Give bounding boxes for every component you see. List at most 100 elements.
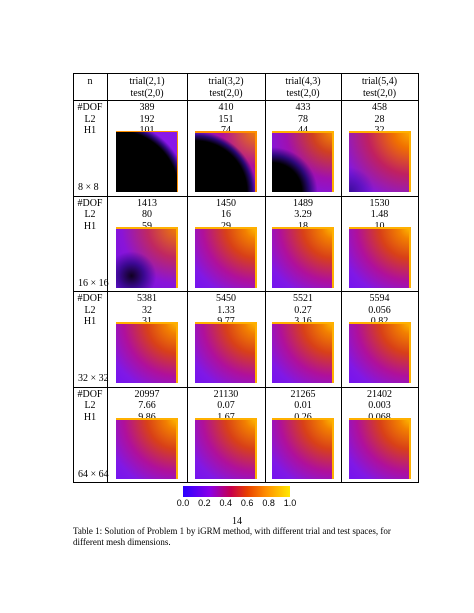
value-cell: 16 bbox=[221, 209, 231, 220]
header-cell: test(2,0) bbox=[130, 88, 164, 99]
row-border bbox=[73, 100, 419, 101]
page-number: 14 bbox=[232, 516, 242, 527]
row-label: #DOF bbox=[77, 388, 103, 400]
value-cell: 18 bbox=[298, 221, 308, 232]
mesh-label: 16 × 16 bbox=[78, 277, 109, 289]
value-cell: 7.66 bbox=[138, 400, 156, 411]
value-cell: 5450 bbox=[216, 293, 236, 304]
value-cell: 1413 bbox=[137, 197, 157, 209]
value-cell: 5594 bbox=[369, 293, 390, 304]
column-border bbox=[187, 73, 188, 483]
solution-plot bbox=[195, 417, 257, 479]
value-cell: 410 bbox=[218, 102, 234, 113]
caption: Table 1: Solution of Problem 1 by iGRM m… bbox=[73, 526, 391, 547]
column-border bbox=[107, 73, 108, 483]
value-cell: 1530 bbox=[369, 197, 390, 209]
solution-plot bbox=[116, 322, 178, 383]
solution-plot bbox=[272, 226, 334, 288]
value-cell: 0.07 bbox=[217, 400, 235, 411]
value-cell: 20997 bbox=[134, 388, 160, 400]
value-cell: 32 bbox=[142, 304, 152, 316]
value-cell: 389 bbox=[139, 102, 155, 113]
row-label: H1 bbox=[83, 316, 97, 327]
value-cell: 3.29 bbox=[294, 209, 312, 220]
row-label: L2 bbox=[84, 304, 96, 316]
value-cell: 5381 bbox=[137, 293, 157, 304]
solution-plot bbox=[348, 131, 411, 192]
header-cell: test(2,0) bbox=[286, 88, 320, 99]
value-cell: 28 bbox=[374, 113, 385, 125]
solution-plot bbox=[348, 417, 411, 479]
value-cell: 458 bbox=[372, 102, 387, 113]
value-cell: 21265 bbox=[290, 388, 316, 400]
row-label: H1 bbox=[83, 220, 97, 232]
mesh-label: 8 × 8 bbox=[78, 182, 99, 193]
header-cell: trial(3,2) bbox=[208, 76, 244, 87]
value-cell: 0.056 bbox=[368, 304, 391, 316]
value-cell: 0.82 bbox=[371, 316, 389, 327]
solution-plot bbox=[272, 131, 334, 192]
value-cell: 21130 bbox=[213, 388, 239, 400]
row-border bbox=[73, 195, 419, 197]
value-cell: 59 bbox=[142, 221, 152, 232]
value-cell: 32 bbox=[375, 125, 385, 136]
colorbar-tick-label: 0.8 bbox=[262, 498, 275, 508]
value-cell: 44 bbox=[298, 125, 308, 136]
value-cell: 78 bbox=[298, 113, 308, 125]
header-cell: test(2,0) bbox=[362, 88, 397, 99]
value-cell: 0.26 bbox=[294, 412, 312, 423]
value-cell: 101 bbox=[140, 125, 155, 136]
value-cell: 1489 bbox=[293, 197, 313, 209]
header-cell: test(2,0) bbox=[209, 88, 243, 99]
colorbar bbox=[183, 486, 290, 497]
colorbar-tick-label: 0.0 bbox=[176, 498, 190, 508]
row-label: #DOF bbox=[77, 293, 103, 304]
row-label: H1 bbox=[83, 125, 97, 136]
value-cell: 31 bbox=[142, 316, 152, 327]
row-label: #DOF bbox=[77, 102, 103, 113]
solution-plot bbox=[348, 226, 411, 288]
solution-plot bbox=[116, 131, 178, 192]
solution-plot bbox=[116, 417, 178, 479]
solution-plot bbox=[195, 131, 257, 192]
value-cell: 0.003 bbox=[368, 400, 391, 411]
value-cell: 29 bbox=[221, 221, 231, 232]
solution-plot bbox=[272, 417, 334, 479]
solution-plot bbox=[195, 322, 257, 383]
value-cell: 1450 bbox=[216, 197, 236, 209]
row-border bbox=[73, 73, 419, 74]
value-cell: 151 bbox=[218, 113, 234, 125]
row-label: H1 bbox=[83, 411, 97, 423]
value-cell: 80 bbox=[142, 209, 152, 220]
value-cell: 1.33 bbox=[217, 304, 235, 316]
colorbar-tick-label: 0.4 bbox=[219, 498, 233, 508]
mesh-label: 64 × 64 bbox=[78, 468, 109, 480]
value-cell: 0.01 bbox=[294, 400, 312, 411]
value-cell: 10 bbox=[375, 221, 385, 232]
colorbar-tick-label: 1.0 bbox=[283, 498, 297, 508]
column-border bbox=[73, 73, 74, 483]
column-border bbox=[341, 73, 342, 483]
row-border bbox=[73, 291, 419, 292]
value-cell: 0.068 bbox=[368, 412, 391, 423]
row-border bbox=[73, 482, 419, 483]
mesh-label: 32 × 32 bbox=[78, 373, 109, 384]
value-cell: 0.27 bbox=[294, 304, 312, 316]
value-cell: 21402 bbox=[367, 388, 392, 400]
colorbar-tick-label: 0.6 bbox=[240, 498, 254, 508]
solution-plot bbox=[116, 226, 178, 288]
column-border bbox=[418, 73, 419, 483]
colorbar-tick-label: 0.2 bbox=[198, 498, 211, 508]
row-label: L2 bbox=[84, 209, 96, 220]
value-cell: 5521 bbox=[293, 293, 313, 304]
header-cell: n bbox=[87, 76, 93, 87]
solution-plot bbox=[195, 226, 257, 288]
value-cell: 3.16 bbox=[294, 316, 312, 327]
row-label: L2 bbox=[84, 400, 96, 411]
value-cell: 9.77 bbox=[217, 316, 235, 327]
column-border bbox=[265, 73, 266, 483]
header-cell: trial(5,4) bbox=[361, 76, 398, 87]
value-cell: 1.48 bbox=[370, 209, 389, 220]
row-label: L2 bbox=[84, 113, 96, 125]
value-cell: 1.67 bbox=[217, 412, 235, 423]
